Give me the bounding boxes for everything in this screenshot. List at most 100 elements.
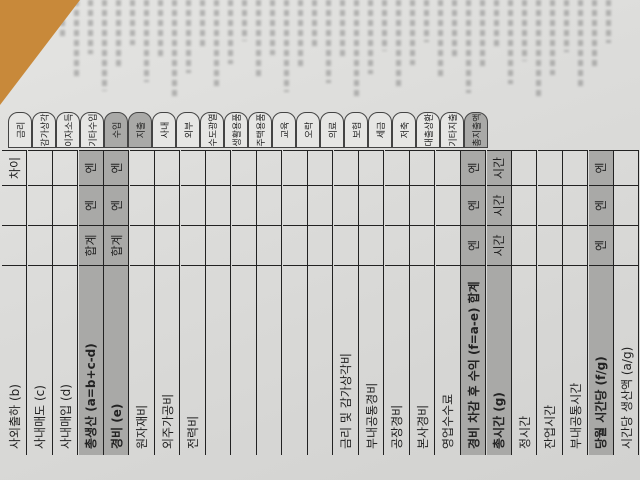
value-cell[interactable] (27, 185, 53, 225)
value-cell[interactable] (614, 225, 639, 265)
value-cell[interactable]: 엔 (588, 185, 614, 225)
value-cell[interactable] (563, 185, 588, 225)
value-cell[interactable]: 시간 (486, 150, 512, 185)
value-cell[interactable] (563, 225, 588, 265)
text-line (452, 0, 457, 56)
value-cell[interactable] (282, 225, 308, 265)
text-line (550, 0, 555, 75)
row-label: 총생산 (a=b+c-d) (78, 265, 104, 455)
value-cell[interactable] (282, 185, 308, 225)
category-tab: 기타수입 (80, 112, 104, 148)
value-cell[interactable] (308, 150, 333, 185)
value-cell[interactable] (384, 150, 410, 185)
value-cell[interactable] (282, 150, 308, 185)
table-row: 본사경비 (410, 150, 435, 455)
value-cell[interactable] (257, 225, 282, 265)
value-cell[interactable] (308, 225, 333, 265)
value-cell[interactable]: 합계 (104, 225, 129, 265)
value-cell[interactable] (384, 185, 410, 225)
value-cell[interactable]: 엔 (78, 185, 104, 225)
value-cell[interactable] (129, 150, 155, 185)
value-cell[interactable] (231, 185, 257, 225)
value-cell[interactable] (53, 150, 78, 185)
value-cell[interactable] (512, 225, 537, 265)
value-cell[interactable]: 시간 (486, 225, 512, 265)
table-row (206, 150, 231, 455)
value-cell[interactable] (410, 185, 435, 225)
row-label (308, 265, 333, 455)
value-cell[interactable] (155, 225, 180, 265)
value-cell[interactable] (206, 150, 231, 185)
value-cell[interactable] (384, 225, 410, 265)
text-line (564, 0, 569, 52)
table-row: 시간당 생산액 (a/g) (614, 150, 639, 455)
value-cell[interactable]: 합계 (78, 225, 104, 265)
value-cell[interactable]: 엔 (78, 150, 104, 185)
value-cell[interactable] (2, 185, 27, 225)
value-cell[interactable] (435, 150, 461, 185)
value-cell[interactable]: 차이 (2, 150, 27, 185)
value-cell[interactable] (180, 225, 206, 265)
value-cell[interactable] (129, 225, 155, 265)
value-cell[interactable] (537, 185, 563, 225)
value-cell[interactable] (231, 225, 257, 265)
value-cell[interactable] (333, 185, 359, 225)
value-cell[interactable] (53, 225, 78, 265)
value-cell[interactable] (333, 150, 359, 185)
value-cell[interactable] (206, 185, 231, 225)
text-line (242, 0, 247, 41)
table-row: 정시간 (512, 150, 537, 455)
value-cell[interactable] (308, 185, 333, 225)
text-line (466, 0, 471, 93)
value-cell[interactable] (180, 185, 206, 225)
table-row: 사내매입 (d) (53, 150, 78, 455)
value-cell[interactable] (231, 150, 257, 185)
value-cell[interactable] (512, 185, 537, 225)
text-line (88, 0, 93, 54)
value-cell[interactable] (333, 225, 359, 265)
value-cell[interactable]: 엔 (461, 150, 486, 185)
value-cell[interactable] (410, 225, 435, 265)
value-cell[interactable] (435, 185, 461, 225)
value-cell[interactable] (2, 225, 27, 265)
value-cell[interactable]: 엔 (461, 185, 486, 225)
value-cell[interactable]: 엔 (104, 150, 129, 185)
row-label: 원자재비 (129, 265, 155, 455)
value-cell[interactable] (27, 225, 53, 265)
table-row: 원자재비 (129, 150, 155, 455)
value-cell[interactable]: 엔 (588, 150, 614, 185)
category-tab: 보험 (344, 112, 368, 148)
value-cell[interactable] (257, 185, 282, 225)
value-cell[interactable] (359, 150, 384, 185)
value-cell[interactable] (614, 150, 639, 185)
value-cell[interactable] (27, 150, 53, 185)
value-cell[interactable]: 시간 (486, 185, 512, 225)
value-cell[interactable] (614, 185, 639, 225)
value-cell[interactable] (53, 185, 78, 225)
value-cell[interactable]: 엔 (461, 225, 486, 265)
row-label: 사내매입 (d) (53, 265, 78, 455)
value-cell[interactable] (206, 225, 231, 265)
text-line (116, 0, 121, 68)
value-cell[interactable] (155, 150, 180, 185)
table-row: 경비 (e) 합계 엔 엔 (104, 150, 129, 455)
value-cell[interactable]: 엔 (104, 185, 129, 225)
value-cell[interactable] (563, 150, 588, 185)
value-cell[interactable] (410, 150, 435, 185)
table-row: 영업수수료 (435, 150, 461, 455)
text-line (298, 0, 303, 69)
value-cell[interactable]: 엔 (588, 225, 614, 265)
value-cell[interactable] (359, 225, 384, 265)
value-cell[interactable] (257, 150, 282, 185)
value-cell[interactable] (435, 225, 461, 265)
row-label: 공장경비 (384, 265, 410, 455)
value-cell[interactable] (537, 225, 563, 265)
value-cell[interactable] (155, 185, 180, 225)
value-cell[interactable] (129, 185, 155, 225)
value-cell[interactable] (180, 150, 206, 185)
table-row: 외주가공비 (155, 150, 180, 455)
category-tab: 주택용품 (248, 112, 272, 148)
value-cell[interactable] (512, 150, 537, 185)
value-cell[interactable] (537, 150, 563, 185)
value-cell[interactable] (359, 185, 384, 225)
